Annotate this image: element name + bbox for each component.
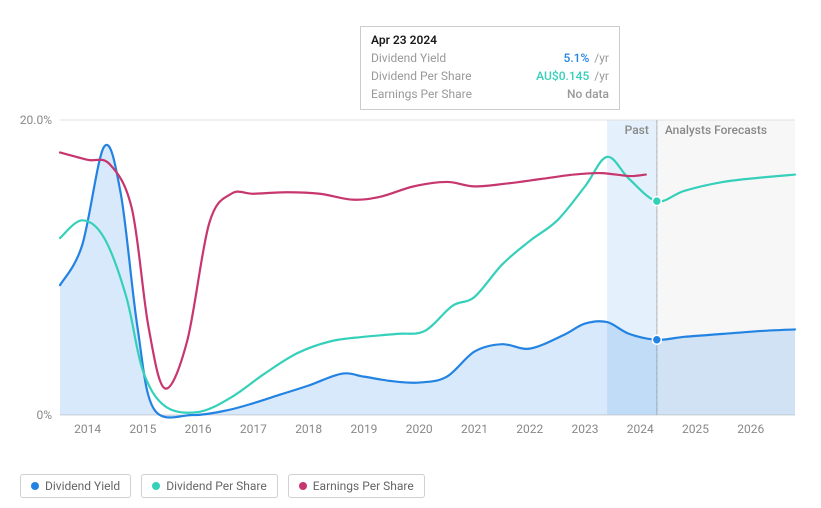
svg-text:2019: 2019 <box>350 422 377 436</box>
svg-text:2026: 2026 <box>737 422 764 436</box>
svg-text:2022: 2022 <box>516 422 543 436</box>
svg-text:2015: 2015 <box>129 422 156 436</box>
legend-label: Dividend Yield <box>45 479 120 493</box>
tooltip-row: Earnings Per Share No data <box>371 85 609 103</box>
legend-dot-icon <box>299 482 307 490</box>
svg-text:2024: 2024 <box>627 422 654 436</box>
chart-tooltip: Apr 23 2024 Dividend Yield5.1% /yrDivide… <box>360 26 620 110</box>
tooltip-value: 5.1% /yr <box>564 49 609 67</box>
tooltip-label: Dividend Per Share <box>371 67 472 85</box>
tooltip-value: AU$0.145 /yr <box>536 67 609 85</box>
svg-text:Analysts Forecasts: Analysts Forecasts <box>665 123 767 137</box>
chart-legend: Dividend Yield Dividend Per Share Earnings… <box>20 474 425 498</box>
legend-item[interactable]: Dividend Per Share <box>141 474 278 498</box>
svg-text:2016: 2016 <box>185 422 212 436</box>
svg-text:2025: 2025 <box>682 422 709 436</box>
tooltip-label: Dividend Yield <box>371 49 446 67</box>
legend-label: Dividend Per Share <box>166 479 267 493</box>
legend-label: Earnings Per Share <box>313 479 414 493</box>
svg-text:2023: 2023 <box>572 422 599 436</box>
svg-text:2021: 2021 <box>461 422 488 436</box>
tooltip-label: Earnings Per Share <box>371 85 472 103</box>
svg-text:20.0%: 20.0% <box>20 113 52 127</box>
svg-text:2020: 2020 <box>406 422 433 436</box>
svg-text:2018: 2018 <box>295 422 322 436</box>
svg-text:0%: 0% <box>36 408 52 422</box>
tooltip-date: Apr 23 2024 <box>371 33 609 47</box>
legend-item[interactable]: Earnings Per Share <box>288 474 425 498</box>
svg-text:2017: 2017 <box>240 422 267 436</box>
legend-dot-icon <box>31 482 39 490</box>
dividend-chart: 0% 20.0% 2014 2015 2016 2017 2018 2019 2020 2021 2… <box>20 20 801 488</box>
svg-text:2014: 2014 <box>74 422 101 436</box>
legend-dot-icon <box>152 482 160 490</box>
tooltip-row: Dividend Yield 5.1% /yr <box>371 49 609 67</box>
tooltip-value: No data <box>567 85 609 103</box>
svg-text:Past: Past <box>625 123 649 137</box>
legend-item[interactable]: Dividend Yield <box>20 474 131 498</box>
tooltip-row: Dividend Per Share AU$0.145 /yr <box>371 67 609 85</box>
